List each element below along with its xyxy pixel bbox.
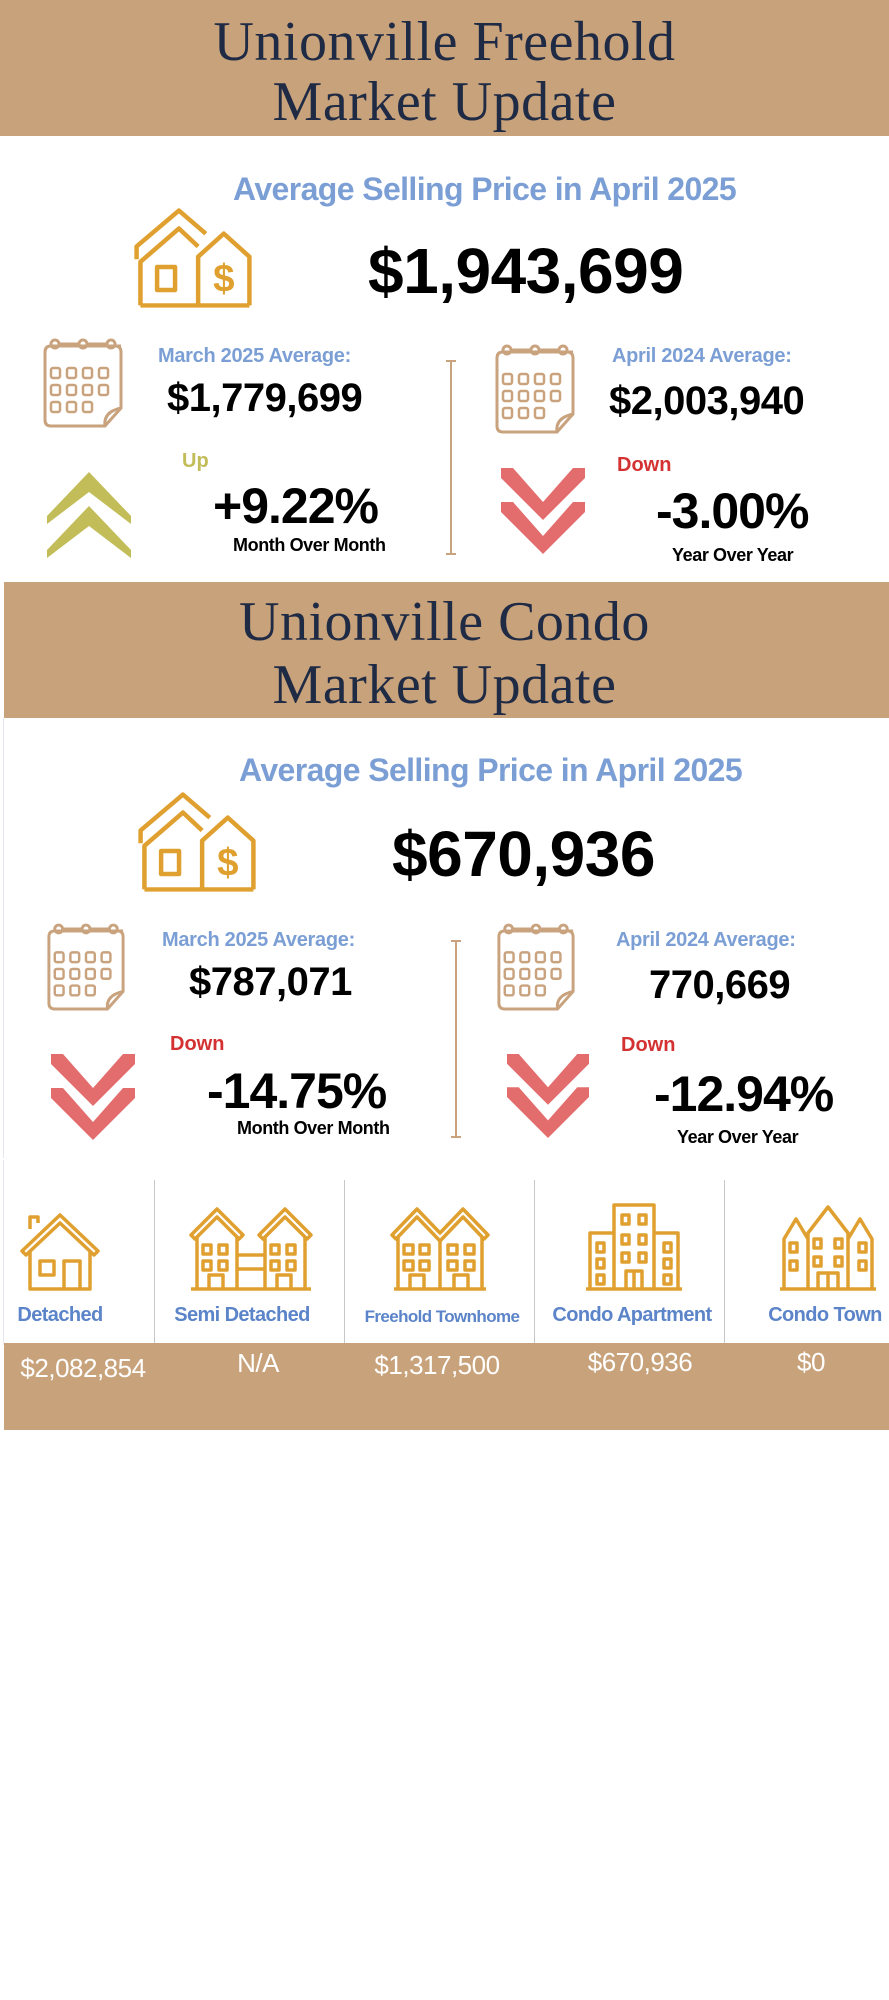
freehold-subheading: Average Selling Price in April 2025 [233, 171, 737, 207]
calendar-icon [493, 344, 577, 436]
apartment-building-icon [586, 1203, 682, 1291]
property-type-label: Freehold Townhome [364, 1307, 520, 1326]
freehold-prev-year-label: April 2024 Average: [612, 345, 792, 367]
chevron-down-icon [501, 468, 585, 554]
condo-mom-direction: Down [170, 1033, 225, 1055]
freehold-mom-caption: Month Over Month [233, 535, 386, 555]
condo-yoy-direction: Down [621, 1034, 676, 1056]
divider [446, 360, 456, 555]
divider [451, 940, 461, 1138]
section-left-edge [3, 718, 4, 1158]
condo-title-line2: Market Update [272, 654, 617, 716]
calendar-icon [45, 922, 127, 1014]
condo-mom-caption: Month Over Month [237, 1118, 390, 1138]
freehold-prev-month-label: March 2025 Average: [158, 345, 351, 367]
property-types-left-edge [3, 1160, 4, 1345]
chevron-down-icon [507, 1053, 589, 1139]
calendar-icon [495, 922, 577, 1014]
freehold-title-line2: Market Update [272, 71, 617, 133]
townhome-icon [390, 1207, 490, 1291]
condo-prev-month-label: March 2025 Average: [162, 929, 355, 951]
house-dollar-icon [134, 208, 252, 308]
property-type-label: Detached [17, 1304, 103, 1326]
property-type-value: $1,317,500 [374, 1350, 500, 1380]
freehold-mom-direction: Up [182, 450, 209, 472]
condo-average-price: $670,936 [392, 818, 655, 890]
condo-title-line1: Unionville Condo [239, 591, 650, 653]
condo-header-band [4, 582, 889, 718]
freehold-header-band [0, 0, 889, 136]
condo-mom-change: -14.75% [207, 1063, 387, 1119]
freehold-average-price: $1,943,699 [368, 235, 684, 307]
property-type-label: Condo Apartment [552, 1304, 712, 1326]
freehold-yoy-change: -3.00% [656, 483, 809, 539]
freehold-title-line1: Unionville Freehold [213, 11, 676, 73]
freehold-yoy-caption: Year Over Year [672, 545, 794, 565]
property-type-value: $0 [797, 1347, 825, 1377]
detached-house-icon [20, 1213, 100, 1291]
column-divider [154, 1180, 155, 1343]
condo-prev-month-value: $787,071 [189, 960, 352, 1004]
property-type-label: Semi Detached [174, 1304, 310, 1326]
property-values-band [4, 1343, 889, 1430]
freehold-mom-change: +9.22% [213, 478, 379, 534]
property-type-value: $2,082,854 [20, 1353, 146, 1383]
chevron-up-icon [47, 472, 131, 558]
calendar-icon [41, 338, 125, 430]
condo-prev-year-value: 770,669 [649, 963, 791, 1007]
freehold-prev-month-value: $1,779,699 [167, 376, 363, 420]
column-divider [724, 1180, 725, 1343]
condo-town-icon [780, 1205, 876, 1291]
property-type-value: $670,936 [587, 1347, 693, 1377]
column-divider [344, 1180, 345, 1343]
property-type-label: Condo Town [768, 1304, 882, 1326]
freehold-prev-year-value: $2,003,940 [609, 379, 805, 423]
condo-subheading: Average Selling Price in April 2025 [239, 752, 743, 788]
freehold-yoy-direction: Down [617, 454, 672, 476]
property-type-value: N/A [237, 1348, 279, 1378]
house-dollar-icon [138, 792, 256, 892]
condo-prev-year-label: April 2024 Average: [616, 929, 796, 951]
chevron-down-icon [51, 1054, 135, 1140]
column-divider [534, 1180, 535, 1343]
semi-detached-icon [189, 1207, 313, 1291]
condo-yoy-caption: Year Over Year [677, 1127, 799, 1147]
condo-yoy-change: -12.94% [654, 1066, 834, 1122]
